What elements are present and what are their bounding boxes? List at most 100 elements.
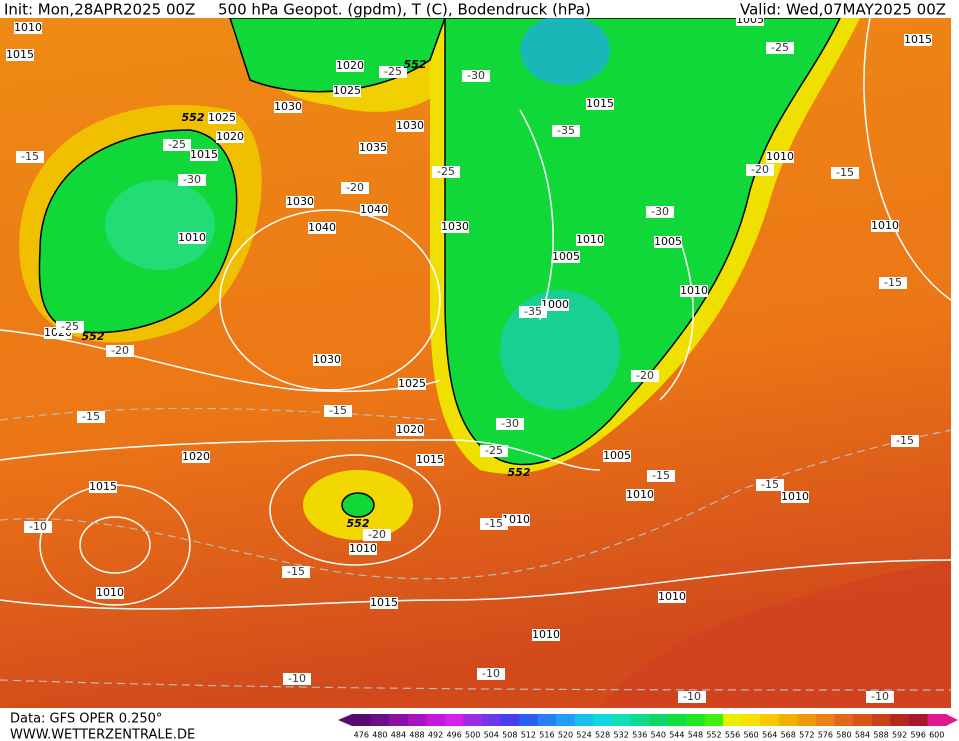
isobar-label-box	[532, 629, 560, 641]
colorbar-swatch	[649, 714, 669, 726]
init-time: Init: Mon,28APR2025 00Z	[4, 1, 195, 19]
isobar-label-box	[871, 220, 899, 232]
temperature-label: -20	[751, 163, 769, 176]
isobar-label: 1015	[190, 148, 218, 161]
colorbar-swatch	[611, 714, 631, 726]
temperature-label: -10	[871, 690, 889, 703]
colorbar-swatch	[871, 714, 891, 726]
colorbar-swatch	[778, 714, 798, 726]
temperature-label: -20	[111, 344, 129, 357]
colorbar-swatch	[741, 714, 761, 726]
isobar-label: 1030	[286, 195, 314, 208]
colorbar-tick-label: 560	[743, 731, 758, 740]
isobar-label: 1005	[654, 235, 682, 248]
temperature-label: -25	[384, 65, 402, 78]
isobar-label: 1030	[274, 100, 302, 113]
temperature-label: -15	[287, 565, 305, 578]
temperature-label: -10	[482, 667, 500, 680]
temperature-label-box	[379, 66, 407, 78]
temperature-label-box	[552, 125, 580, 137]
colorbar-tick-label: 580	[836, 731, 851, 740]
colorbar-swatch	[834, 714, 854, 726]
temperature-label-box	[646, 206, 674, 218]
isobar-label-box	[502, 514, 530, 526]
isobar-label: 1020	[216, 130, 244, 143]
isobar-label-box	[766, 151, 794, 163]
temperature-label: -15	[329, 404, 347, 417]
isobar-label-box	[89, 481, 117, 493]
temperature-label-box	[106, 345, 134, 357]
temperature-label: -10	[29, 520, 47, 533]
isobar-label: 1010	[626, 488, 654, 501]
isobar-label: 1025	[333, 84, 361, 97]
data-source: Data: GFS OPER 0.250°	[10, 712, 162, 727]
isobar-label: 1020	[336, 59, 364, 72]
colorbar-tick-label: 548	[688, 731, 703, 740]
isobar-label: 1020	[396, 423, 424, 436]
temperature-label-box	[178, 174, 206, 186]
isobar-label: 1005	[552, 250, 580, 263]
isobar-label-box	[336, 60, 364, 72]
cold-core	[520, 15, 610, 85]
isobar-label-box	[680, 285, 708, 297]
isobar-label: 1005	[603, 449, 631, 462]
isobar-label-box	[360, 204, 388, 216]
isobar-label: 1035	[359, 141, 387, 154]
temperature-label: -10	[288, 672, 306, 685]
colorbar-swatch	[816, 714, 836, 726]
colorbar-tick-label: 484	[391, 731, 406, 740]
isobar-label-box	[396, 120, 424, 132]
isobar-label-box	[654, 236, 682, 248]
temperature-label: -25	[61, 320, 79, 333]
geopotential-label: 552	[182, 111, 205, 124]
colorbar-swatch	[853, 714, 873, 726]
isobar-label-box	[359, 142, 387, 154]
isobar-label: 1010	[502, 513, 530, 526]
colorbar-swatch	[797, 714, 817, 726]
temperature-label-box	[56, 321, 84, 333]
colorbar-tick-label: 480	[372, 731, 387, 740]
temperature-label-box	[341, 182, 369, 194]
isobar-label: 1010	[14, 21, 42, 34]
isobar-label: 1030	[396, 119, 424, 132]
temperature-label-box	[631, 370, 659, 382]
colorbar-swatch	[760, 714, 780, 726]
colorbar-tick-label: 536	[632, 731, 647, 740]
isobar-label: 1010	[96, 586, 124, 599]
valid-time: Valid: Wed,07MAY2025 00Z	[740, 1, 946, 19]
colorbar-tick-label: 528	[595, 731, 610, 740]
colorbar-tick-label: 476	[354, 731, 369, 740]
temperature-label: -15	[485, 517, 503, 530]
colorbar-swatch	[426, 714, 446, 726]
temperature-label-box	[363, 529, 391, 541]
isobar-label-box	[6, 49, 34, 61]
geopotential-label: 552	[508, 466, 531, 479]
colorbar-tick-label: 508	[502, 731, 517, 740]
temperature-label: -20	[346, 181, 364, 194]
isobar-label: 1025	[208, 111, 236, 124]
temperature-label-box	[16, 151, 44, 163]
colorbar-swatch	[407, 714, 427, 726]
isobar-label-box	[182, 451, 210, 463]
temperature-label: -25	[168, 138, 186, 151]
temperature-label-box	[746, 164, 774, 176]
colorbar-tick-label: 492	[428, 731, 443, 740]
temperature-label: -15	[836, 166, 854, 179]
colorbar-swatch	[519, 714, 539, 726]
colorbar-tick-label: 532	[614, 731, 629, 740]
isobar-label-box	[396, 424, 424, 436]
colorbar-swatch	[686, 714, 706, 726]
isobar-label-box	[781, 491, 809, 503]
colorbar-tick-label: 572	[799, 731, 814, 740]
colorbar-swatch	[444, 714, 464, 726]
map-labels: 1010 1015 1030 1025 1020 1015 1010 1020 1035 1030…	[6, 13, 932, 703]
cold-low-area	[341, 492, 375, 518]
colorbar-swatch	[481, 714, 501, 726]
isobar-label: 1040	[308, 221, 336, 234]
isobar-label-box	[349, 543, 377, 555]
colorbar-tick-label: 552	[706, 731, 721, 740]
temperature-label: -30	[183, 173, 201, 186]
temperature-label-box	[866, 691, 894, 703]
colorbar-swatch	[630, 714, 650, 726]
